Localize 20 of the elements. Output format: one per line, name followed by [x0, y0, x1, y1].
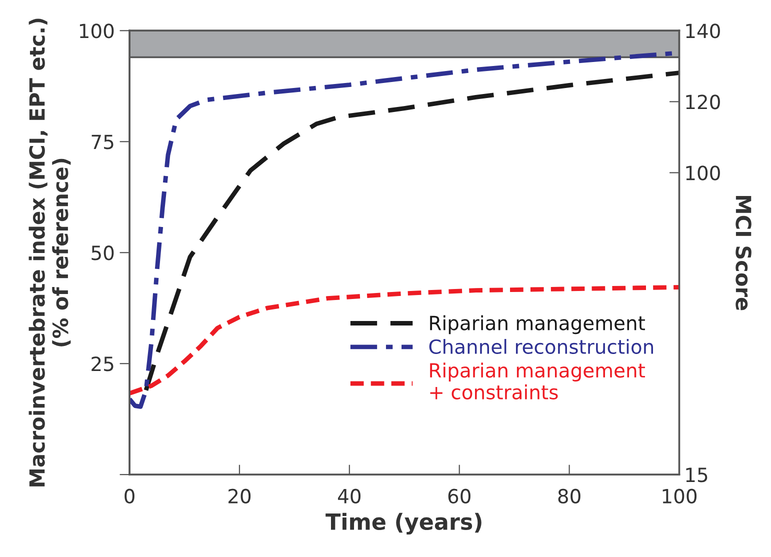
- legend-label: Riparian management + constraints: [430, 362, 645, 400]
- y2-tick-label: 15: [686, 468, 708, 482]
- x-tick-label: 20: [228, 488, 251, 504]
- x-tick-label: 60: [448, 488, 470, 504]
- y2-tick-label: 140: [686, 24, 720, 38]
- x-tick-label: 40: [338, 488, 360, 504]
- y-tick-label: 75: [92, 134, 114, 150]
- y-tick-label: 25: [92, 356, 114, 372]
- x-axis-title: Time (years): [326, 512, 482, 535]
- y-tick-label: 100: [80, 24, 114, 38]
- y2-axis-title: MCI Score: [736, 196, 752, 310]
- x-tick-label: 100: [662, 488, 697, 504]
- legend-label: Riparian management: [430, 315, 645, 334]
- y2-tick-label: 100: [686, 166, 720, 180]
- y-axis-title: Macroinvertebrate index (MCI, EPT etc.) (% of reference): [28, 18, 71, 486]
- x-tick-label: 80: [558, 488, 580, 504]
- x-tick-label: 0: [124, 488, 134, 504]
- y-tick-label: 50: [92, 246, 114, 260]
- legend-label: Channel reconstruction: [429, 338, 653, 354]
- y2-tick-label: 120: [686, 94, 720, 110]
